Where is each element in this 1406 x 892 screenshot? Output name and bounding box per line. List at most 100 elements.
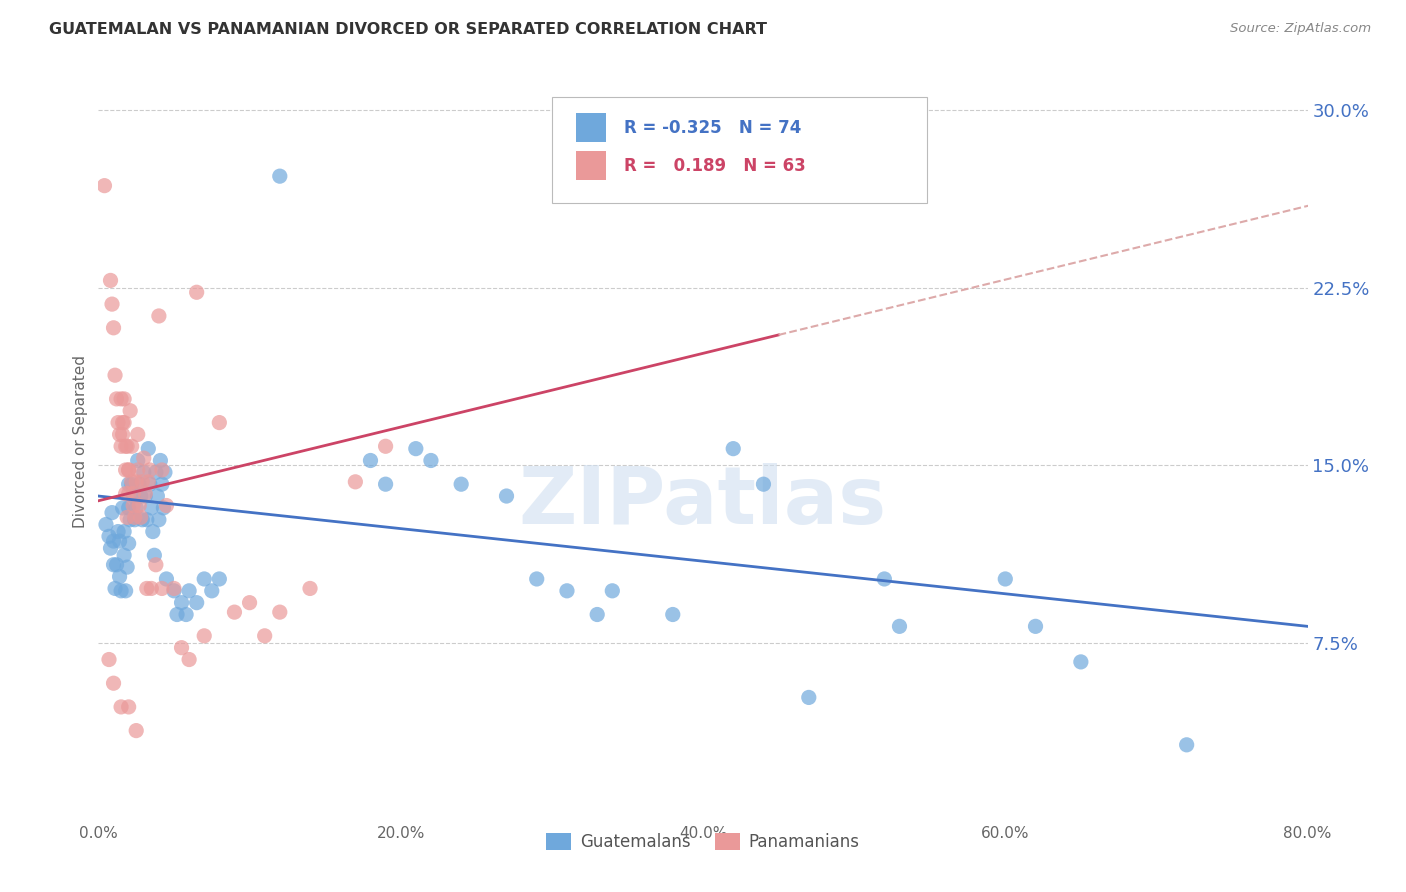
Point xyxy=(526,572,548,586)
Point xyxy=(155,572,177,586)
Point xyxy=(873,572,896,586)
Point xyxy=(122,499,145,513)
Point xyxy=(124,510,146,524)
Point xyxy=(141,500,163,515)
Point xyxy=(193,572,215,586)
Point xyxy=(224,605,246,619)
Y-axis label: Divorced or Separated: Divorced or Separated xyxy=(73,355,89,528)
Point xyxy=(153,466,176,480)
Point xyxy=(114,486,136,500)
Point xyxy=(661,607,683,622)
Point xyxy=(170,596,193,610)
Point xyxy=(148,309,170,323)
Point xyxy=(186,285,208,300)
Point xyxy=(723,442,745,456)
Point xyxy=(110,583,132,598)
Point xyxy=(110,699,132,714)
Point xyxy=(111,500,134,515)
Point xyxy=(163,582,186,596)
Point xyxy=(103,676,125,690)
Point xyxy=(122,486,145,500)
Point xyxy=(193,629,215,643)
Point xyxy=(136,475,159,489)
Point xyxy=(105,392,128,406)
Point xyxy=(134,486,156,500)
Point xyxy=(122,489,145,503)
Text: Source: ZipAtlas.com: Source: ZipAtlas.com xyxy=(1230,22,1371,36)
Point xyxy=(495,489,517,503)
Point xyxy=(145,466,167,480)
Point xyxy=(115,510,138,524)
Point xyxy=(108,534,131,549)
Point xyxy=(112,392,135,406)
Point xyxy=(179,583,201,598)
Point xyxy=(111,416,134,430)
Point xyxy=(208,416,231,430)
Point xyxy=(146,489,169,503)
Point xyxy=(104,368,127,383)
Point xyxy=(1024,619,1046,633)
Point xyxy=(374,477,396,491)
Point xyxy=(186,596,208,610)
Point xyxy=(1070,655,1092,669)
Point xyxy=(142,524,165,539)
Point xyxy=(344,475,367,489)
Point xyxy=(124,513,146,527)
Point xyxy=(98,652,121,666)
Point xyxy=(110,392,132,406)
Point xyxy=(150,477,173,491)
Point xyxy=(450,477,472,491)
Point xyxy=(141,582,163,596)
Point xyxy=(374,439,396,453)
Point xyxy=(118,500,141,515)
Point xyxy=(118,463,141,477)
Point xyxy=(111,427,134,442)
Point xyxy=(136,442,159,456)
Point xyxy=(104,582,127,596)
Point xyxy=(131,513,153,527)
Text: R =   0.189   N = 63: R = 0.189 N = 63 xyxy=(624,157,806,175)
Point xyxy=(100,541,122,556)
Point xyxy=(143,548,166,563)
Point xyxy=(555,583,578,598)
Point xyxy=(125,723,148,738)
Point xyxy=(120,403,142,417)
Point xyxy=(889,619,911,633)
Point xyxy=(360,453,382,467)
Point xyxy=(134,489,156,503)
Point xyxy=(135,582,157,596)
Point xyxy=(103,558,125,572)
Point xyxy=(112,548,135,563)
Point xyxy=(797,690,820,705)
Point xyxy=(239,596,262,610)
Point xyxy=(127,463,149,477)
Point xyxy=(174,607,197,622)
Point xyxy=(139,477,162,491)
Point xyxy=(179,652,201,666)
Point xyxy=(125,475,148,489)
Point xyxy=(299,582,322,596)
Point xyxy=(118,463,141,477)
Point xyxy=(129,510,152,524)
Point xyxy=(127,427,149,442)
Point xyxy=(269,605,291,619)
Point xyxy=(114,583,136,598)
Point xyxy=(93,178,115,193)
Point xyxy=(201,583,224,598)
Point xyxy=(166,607,188,622)
Point xyxy=(149,453,172,467)
Point xyxy=(420,453,443,467)
Point xyxy=(752,477,775,491)
Point xyxy=(163,583,186,598)
Point xyxy=(94,517,117,532)
Point xyxy=(120,513,142,527)
Point xyxy=(121,477,143,491)
Point xyxy=(132,466,155,480)
Point xyxy=(148,513,170,527)
Point xyxy=(118,536,141,550)
Point xyxy=(101,506,124,520)
FancyBboxPatch shape xyxy=(576,151,606,180)
Point xyxy=(1175,738,1198,752)
Point xyxy=(127,453,149,467)
Point xyxy=(128,477,150,491)
